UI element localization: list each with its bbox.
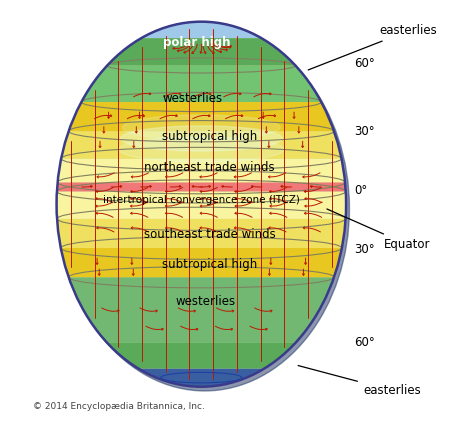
Ellipse shape bbox=[56, 21, 346, 387]
Text: southeast trade winds: southeast trade winds bbox=[144, 228, 275, 241]
Text: westerlies: westerlies bbox=[175, 296, 236, 308]
Polygon shape bbox=[57, 182, 346, 192]
Text: easterlies: easterlies bbox=[298, 365, 420, 397]
Text: easterlies: easterlies bbox=[308, 24, 438, 70]
Ellipse shape bbox=[122, 115, 280, 140]
Ellipse shape bbox=[60, 26, 349, 391]
Polygon shape bbox=[61, 248, 342, 277]
Text: intertropical convergence zone (ITCZ): intertropical convergence zone (ITCZ) bbox=[103, 195, 300, 205]
Polygon shape bbox=[141, 21, 261, 38]
Text: 60°: 60° bbox=[355, 336, 375, 349]
Polygon shape bbox=[56, 192, 346, 219]
Ellipse shape bbox=[118, 137, 284, 162]
Text: 60°: 60° bbox=[355, 57, 375, 70]
Ellipse shape bbox=[120, 126, 283, 151]
Polygon shape bbox=[58, 159, 345, 182]
Polygon shape bbox=[107, 343, 295, 368]
Polygon shape bbox=[138, 368, 264, 387]
Text: 30°: 30° bbox=[355, 125, 375, 138]
Text: polar high: polar high bbox=[164, 36, 231, 49]
Polygon shape bbox=[61, 131, 341, 159]
Polygon shape bbox=[69, 277, 334, 343]
Text: northeast trade winds: northeast trade winds bbox=[145, 161, 275, 174]
Polygon shape bbox=[82, 66, 321, 102]
Text: subtropical high: subtropical high bbox=[162, 258, 257, 271]
Text: 30°: 30° bbox=[355, 243, 375, 256]
Polygon shape bbox=[107, 38, 295, 66]
Polygon shape bbox=[57, 219, 346, 248]
Polygon shape bbox=[69, 102, 334, 131]
Text: © 2014 Encyclopædia Britannica, Inc.: © 2014 Encyclopædia Britannica, Inc. bbox=[34, 402, 205, 411]
Text: subtropical high: subtropical high bbox=[162, 130, 257, 143]
Text: 0°: 0° bbox=[355, 184, 368, 197]
Text: westerlies: westerlies bbox=[163, 92, 223, 105]
Text: Equator: Equator bbox=[327, 209, 430, 251]
